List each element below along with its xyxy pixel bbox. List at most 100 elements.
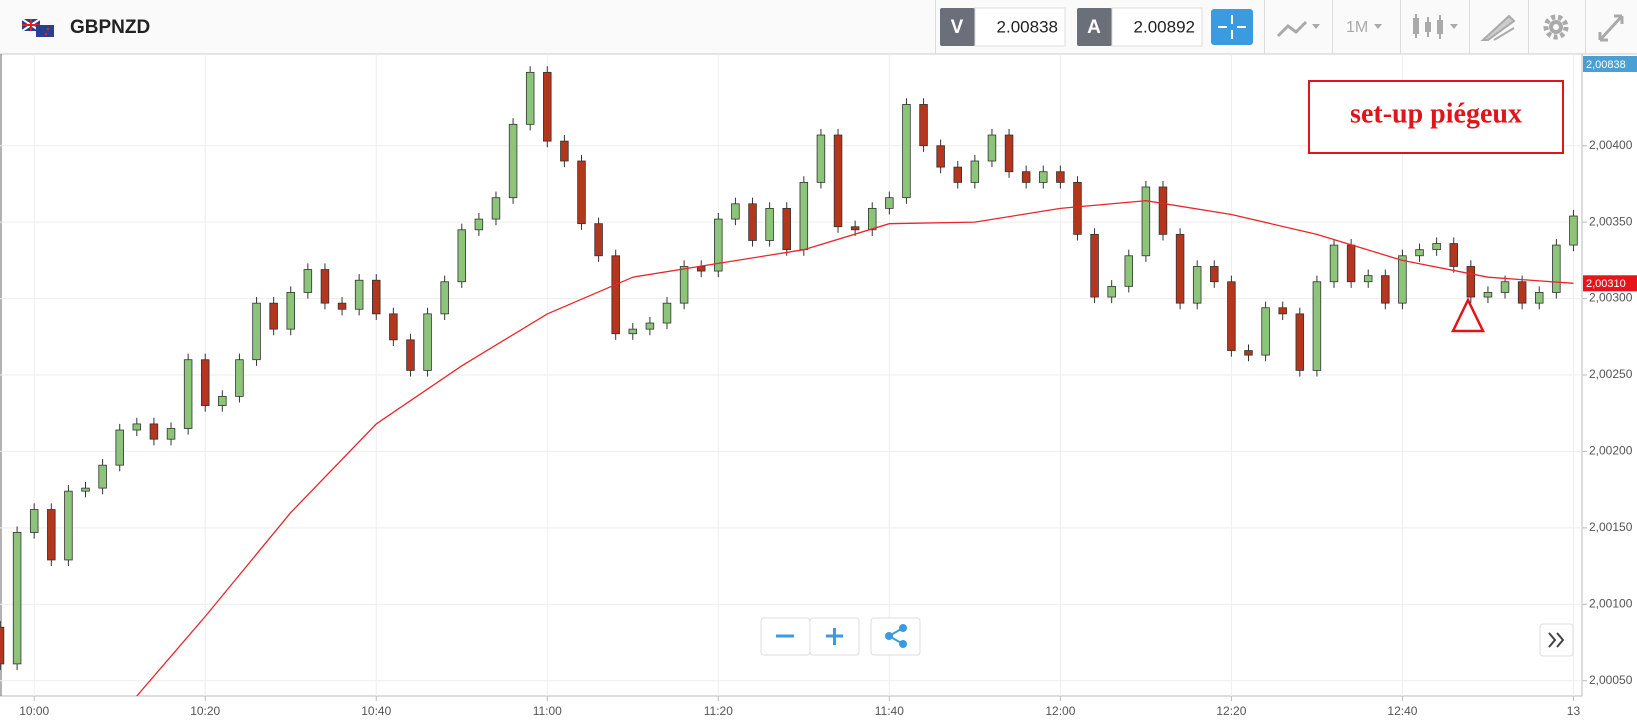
- warning-triangle: [1451, 297, 1485, 333]
- candle-body: [1090, 233, 1099, 298]
- candle-body: [1346, 244, 1356, 283]
- candle-body: [885, 197, 894, 209]
- timeframe[interactable]: 1M: [1346, 19, 1368, 36]
- candle-body: [218, 395, 227, 406]
- y-tick-label: 2,00350: [1589, 214, 1633, 228]
- candle-body: [919, 104, 928, 147]
- candle-body: [731, 203, 740, 220]
- candle-body: [628, 328, 638, 335]
- candle-body: [406, 339, 415, 371]
- separator: [1528, 0, 1529, 54]
- sell-price: 2.00838: [997, 17, 1058, 36]
- candle-body: [491, 197, 501, 220]
- candle-body: [98, 464, 107, 489]
- candle-body: [560, 140, 569, 162]
- candle-body: [1175, 233, 1185, 304]
- timeframe-caret: [1374, 24, 1382, 29]
- candle-body: [286, 292, 295, 330]
- x-tick-label: 12:00: [1045, 704, 1075, 718]
- candle-body: [252, 302, 261, 361]
- candle-body: [679, 266, 689, 304]
- candle-body: [12, 532, 22, 665]
- x-tick-label: 11:20: [704, 704, 733, 718]
- candle-body: [1381, 275, 1390, 304]
- sell-label: V: [951, 17, 964, 38]
- candle-body: [1039, 171, 1048, 183]
- candle-body: [457, 229, 467, 283]
- x-tick-label: 13: [1567, 704, 1581, 718]
- candle-body: [1073, 181, 1082, 235]
- candle-body: [1449, 243, 1458, 267]
- zoom-out-button[interactable]: [760, 617, 811, 656]
- candle-body: [1056, 171, 1065, 183]
- candle-body: [354, 279, 364, 310]
- scroll-end-button[interactable]: [1539, 623, 1574, 657]
- buy-price: 2.00892: [1134, 17, 1195, 36]
- candle-body: [337, 302, 347, 310]
- candle-body: [577, 160, 586, 225]
- axes: 2,00050 2,00100 2,00150 2,00200 2,00250 2,003…: [19, 56, 1637, 718]
- candle-body: [714, 218, 723, 272]
- candle-body: [970, 160, 980, 183]
- sell-button[interactable]: [940, 8, 975, 46]
- candle-body: [833, 134, 843, 228]
- candle-body: [1329, 244, 1339, 283]
- buy-label: A: [1087, 17, 1101, 38]
- moving-average: [136, 200, 1574, 696]
- candle-body: [269, 302, 278, 330]
- x-tick-label: 12:40: [1387, 704, 1417, 718]
- x-tick-label: 12:20: [1216, 704, 1246, 718]
- buy-price-box: [1111, 7, 1203, 47]
- zoom-in-button[interactable]: [809, 617, 860, 656]
- candle-body: [440, 281, 449, 315]
- candle-body: [611, 255, 620, 335]
- candle-body: [1192, 266, 1202, 304]
- y-tick-label: 2,00300: [1589, 291, 1633, 305]
- candle-body: [867, 207, 877, 231]
- share-button[interactable]: [870, 617, 921, 656]
- separator: [1264, 0, 1265, 54]
- candle-body: [1158, 186, 1168, 235]
- candle-body: [47, 509, 56, 561]
- fullscreen-button[interactable]: [1598, 14, 1624, 42]
- candle-body: [1244, 350, 1253, 356]
- flag-icon: [21, 18, 54, 37]
- candle-body: [1261, 307, 1270, 356]
- candle-body: [132, 423, 142, 431]
- separator: [1469, 0, 1470, 54]
- candle-body: [1363, 275, 1373, 283]
- candle-body: [1517, 281, 1527, 304]
- settings-button[interactable]: [1543, 14, 1569, 40]
- x-tick-label: 11:40: [875, 704, 904, 718]
- candle-body: [1141, 186, 1151, 257]
- candle-body: [1021, 171, 1031, 183]
- candle-body: [1278, 307, 1287, 315]
- candle-body: [64, 490, 73, 561]
- candle-body: [1227, 281, 1236, 351]
- candle-body: [115, 429, 124, 466]
- candle-body: [936, 145, 945, 168]
- candle-body: [748, 203, 757, 241]
- separator: [935, 0, 936, 54]
- candle-body: [1432, 243, 1441, 251]
- separator: [1332, 0, 1333, 54]
- chart-type-button[interactable]: [1276, 20, 1320, 38]
- y-tick-label: 2,00400: [1589, 138, 1633, 152]
- x-tick-label: 10:00: [19, 704, 49, 718]
- y-tick-label: 2,00200: [1589, 444, 1633, 458]
- candle-style-button[interactable]: [1413, 14, 1458, 39]
- candle-body: [200, 359, 210, 406]
- drawing-button[interactable]: [1480, 14, 1516, 41]
- crosshair-button[interactable]: [1211, 9, 1253, 45]
- sell-price-box: [974, 7, 1066, 47]
- candle-body: [235, 359, 244, 397]
- candle-body: [81, 487, 90, 492]
- candle-body: [953, 166, 962, 183]
- candle-body: [320, 269, 330, 304]
- candle-body: [1569, 215, 1578, 246]
- buy-button[interactable]: [1077, 8, 1112, 46]
- x-tick-label: 10:20: [190, 704, 220, 718]
- candle-body: [543, 71, 552, 142]
